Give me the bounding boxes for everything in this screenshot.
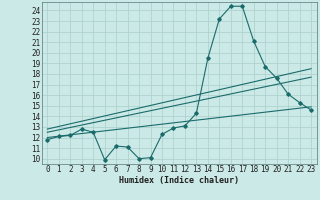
X-axis label: Humidex (Indice chaleur): Humidex (Indice chaleur) — [119, 176, 239, 185]
